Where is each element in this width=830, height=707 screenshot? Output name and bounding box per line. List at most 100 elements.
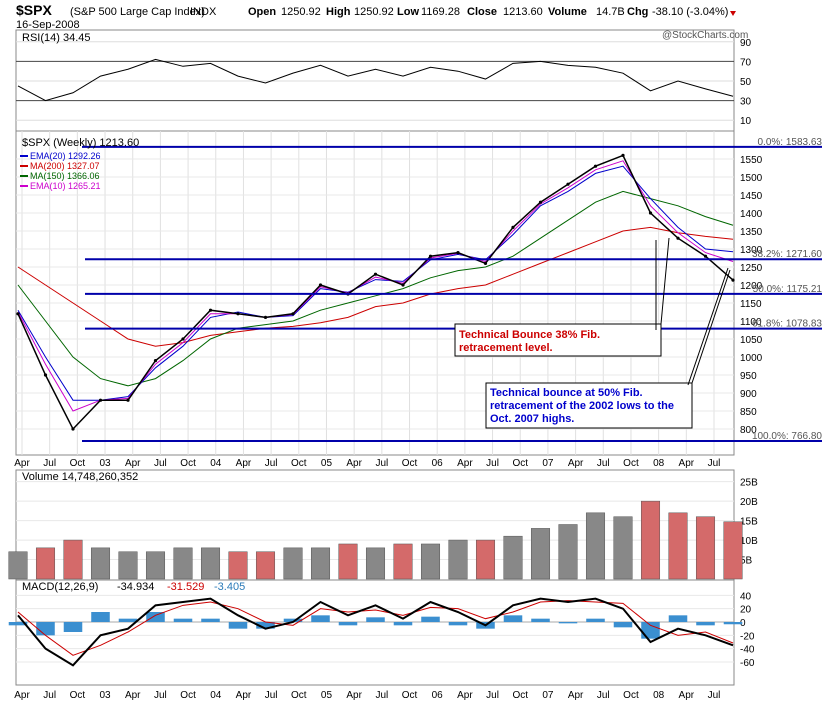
x-axis-label-top: 05: [321, 458, 333, 469]
macd-histogram-bar: [531, 618, 550, 622]
rsi-tick-label: 50: [740, 77, 752, 88]
volume-bar: [90, 547, 111, 580]
price-tick-label: 1250: [740, 263, 763, 274]
annotation-1-line-2: retracement level.: [459, 342, 553, 354]
open-label: Open: [248, 6, 276, 18]
x-axis-label-bottom: Jul: [43, 690, 56, 701]
x-axis-label-top: Apr: [236, 458, 252, 469]
price-point: [181, 337, 185, 341]
price-tick-label: 1350: [740, 227, 763, 238]
price-point: [566, 182, 570, 186]
volume-tick-label: 25B: [740, 478, 758, 489]
price-point: [456, 251, 460, 255]
rsi-tick-label: 90: [740, 38, 752, 49]
volume-bar: [503, 535, 523, 580]
legend-entry: EMA(10) 1265.21: [30, 181, 101, 191]
macd-histogram-bar: [256, 622, 275, 629]
chg-value: -38.10 (-3.04%): [652, 6, 728, 18]
annotation-2-line-1: Technical bounce at 50% Fib.: [490, 387, 643, 399]
x-axis-label-top: Apr: [457, 458, 473, 469]
annotation-box-1: [454, 323, 662, 357]
macd-histogram-bar: [36, 622, 55, 636]
volume-tick-label: 5B: [740, 556, 753, 567]
x-axis-label-bottom: Apr: [125, 690, 141, 701]
annotation-2-line-3: Oct. 2007 highs.: [490, 413, 574, 425]
volume-bar: [173, 547, 193, 580]
rsi-tick-label: 10: [740, 116, 752, 127]
x-axis-label-bottom: Jul: [486, 690, 499, 701]
close-label: Close: [467, 6, 497, 18]
macd-histogram-bar: [723, 622, 743, 625]
volume-label-text: Volume 14,748,260,352: [22, 471, 138, 483]
volume-bar: [310, 547, 331, 580]
x-axis-label-top: Jul: [43, 458, 56, 469]
x-axis-label-top: Jul: [597, 458, 610, 469]
x-axis-label-bottom: Jul: [265, 690, 278, 701]
price-point: [373, 272, 378, 276]
x-axis-label-bottom: Oct: [402, 690, 418, 701]
macd-histogram-bar: [448, 622, 468, 626]
x-axis-label-top: Apr: [568, 458, 584, 469]
index-name: (S&P 500 Large Cap Index): [70, 6, 205, 18]
x-axis-label-bottom: 04: [210, 690, 222, 701]
x-axis-label-top: 03: [99, 458, 111, 469]
price-point: [593, 164, 598, 168]
volume-bar: [393, 543, 413, 580]
rsi-tick-label: 70: [740, 57, 752, 68]
macd-histogram-bar: [91, 612, 110, 622]
macd-histogram-bar: [393, 622, 413, 626]
x-axis-label-top: Jul: [486, 458, 499, 469]
price-point: [43, 373, 48, 377]
annotation-box-2: [485, 382, 693, 429]
price-tick-label: 1000: [740, 353, 763, 364]
macd-histogram-bar: [366, 617, 385, 622]
price-tick-label: 800: [740, 425, 757, 436]
price-point: [428, 254, 433, 258]
macd-tick-label: -40: [740, 645, 755, 656]
price-tick-label: 1300: [740, 245, 763, 256]
volume-bar: [420, 543, 441, 580]
volume-bar: [475, 539, 496, 580]
x-axis-label-bottom: Oct: [623, 690, 639, 701]
macd-histogram-bar: [338, 622, 358, 626]
macd-histogram-bar: [8, 622, 28, 626]
annotation-1-pointer-a: [660, 237, 670, 325]
price-point: [208, 308, 213, 312]
fib-label: 61.8%: 1078.83: [752, 319, 822, 330]
x-axis-label-top: Jul: [154, 458, 167, 469]
volume-bar: [338, 543, 358, 580]
volume-label: Volume: [548, 6, 587, 18]
macd-tick-label: 0: [740, 618, 746, 629]
volume-bar: [365, 547, 386, 580]
x-axis-label-top: Jul: [708, 458, 721, 469]
volume-tick-label: 20B: [740, 497, 758, 508]
x-axis-label-bottom: Jul: [375, 690, 388, 701]
volume-bar: [118, 551, 138, 580]
x-axis-label-bottom: Jul: [154, 690, 167, 701]
symbol: $SPX: [16, 2, 52, 18]
x-axis-label-bottom: Oct: [180, 690, 196, 701]
price-point: [483, 261, 488, 265]
macd-histogram-bar: [503, 615, 523, 622]
price-tick-label: 950: [740, 371, 757, 382]
price-point: [318, 283, 323, 287]
x-axis-label-bottom: 08: [653, 690, 665, 701]
price-point: [236, 312, 240, 316]
volume-bar: [283, 547, 303, 580]
x-axis-label-bottom: 07: [542, 690, 554, 701]
x-axis-label-top: Oct: [623, 458, 639, 469]
x-axis-label-bottom: Jul: [597, 690, 610, 701]
price-point: [153, 359, 158, 363]
x-axis-label-top: 06: [432, 458, 444, 469]
macd-histogram-bar: [311, 615, 330, 622]
macd-value-2: -31.529: [167, 581, 204, 593]
volume-tick-label: 15B: [740, 517, 758, 528]
fib-label: 38.2%: 1271.60: [752, 249, 822, 260]
price-tick-label: 1450: [740, 191, 763, 202]
macd-line: [17, 597, 734, 667]
volume-bar: [228, 551, 248, 580]
rsi-line: [17, 58, 734, 102]
high-label: High: [326, 6, 351, 18]
macd-histogram-bar: [641, 622, 660, 639]
volume-bar: [613, 516, 633, 580]
